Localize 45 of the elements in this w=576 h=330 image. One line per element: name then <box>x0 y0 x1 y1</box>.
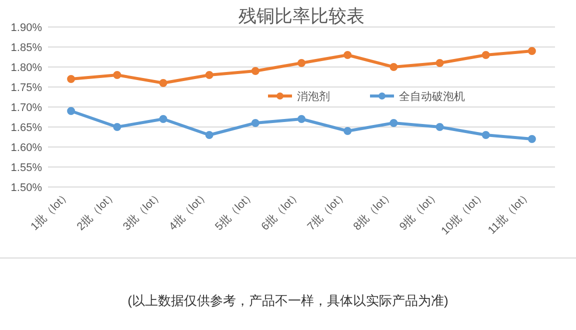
y-tick-label: 1.60% <box>10 142 42 154</box>
point <box>298 115 306 123</box>
x-tick-label: 10批（lot） <box>439 188 488 238</box>
x-tick-label: 8批（lot） <box>351 188 396 234</box>
point <box>67 107 76 115</box>
point <box>205 131 214 139</box>
y-tick-label: 1.75% <box>10 82 42 94</box>
point <box>205 71 214 79</box>
y-tick-label: 1.90% <box>10 22 42 34</box>
y-tick-label: 1.70% <box>10 102 42 114</box>
point <box>482 51 490 59</box>
point <box>159 115 168 123</box>
y-tick-label: 1.85% <box>10 42 42 54</box>
point <box>344 51 352 59</box>
x-tick-label: 9批（lot） <box>398 188 442 234</box>
point <box>113 71 122 79</box>
point <box>298 59 306 67</box>
point <box>482 131 490 139</box>
point <box>436 123 444 131</box>
y-tick-label: 1.65% <box>10 122 42 134</box>
point <box>159 79 168 87</box>
y-tick-label: 1.55% <box>10 162 42 174</box>
point <box>251 119 260 127</box>
y-tick-label: 1.50% <box>10 182 42 194</box>
x-tick-label: 11批（lot） <box>486 188 534 237</box>
x-tick-label: 3批（lot） <box>120 188 166 234</box>
x-tick-label: 5批（lot） <box>213 188 258 234</box>
point <box>436 59 444 67</box>
point <box>528 135 536 143</box>
point <box>67 75 76 83</box>
x-tick-label: 2批（lot） <box>74 188 120 234</box>
x-tick-label: 6批（lot） <box>259 188 304 234</box>
point <box>251 67 260 75</box>
x-tick-label: 4批（lot） <box>167 188 212 234</box>
chart-title: 残铜比率比较表 <box>238 6 364 26</box>
text: (以上数据仅供参考，产品不一样，具体以实际产品为准) <box>128 293 448 308</box>
point <box>390 119 398 127</box>
legend-label: 全自动破泡机 <box>399 90 465 103</box>
point <box>113 123 122 131</box>
legend-label: 消泡剂 <box>297 90 330 103</box>
x-tick-label: 7批（lot） <box>305 188 350 234</box>
y-tick-label: 1.80% <box>10 62 42 74</box>
point <box>390 63 398 71</box>
point <box>344 127 352 135</box>
point <box>528 47 536 55</box>
